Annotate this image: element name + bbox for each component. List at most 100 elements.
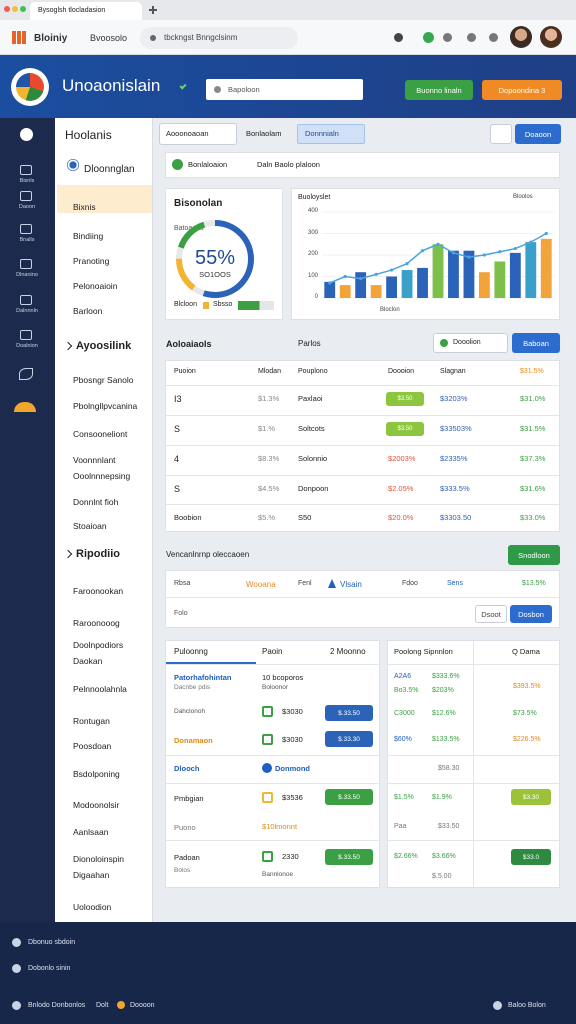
divider (166, 664, 379, 665)
sidebar-item[interactable]: Consooneliont (73, 429, 128, 439)
rail-icon (20, 165, 32, 175)
rail-label[interactable]: Bisnls (19, 178, 35, 184)
footer (0, 922, 576, 1024)
button[interactable]: Doaoon (515, 124, 561, 144)
avatar (510, 26, 532, 48)
button[interactable]: Buonno linaln (405, 80, 473, 100)
card-tab[interactable]: Paoin (262, 647, 283, 656)
value-badge[interactable]: $.33.50 (325, 705, 373, 721)
filter-field[interactable]: Sens (447, 580, 463, 587)
sidebar-item[interactable]: Dionoloinspin Digaahan (73, 854, 125, 881)
sidebar-item[interactable]: Voonnnlant Ooolnnnepsing (73, 455, 131, 482)
rail-label[interactable]: Doalnion (16, 343, 38, 349)
search-icon (214, 86, 221, 93)
summary-cell: Dacnbe pdis (174, 684, 211, 691)
sidebar-item[interactable]: Donnlnt fioh (73, 497, 119, 507)
column-header: $31.5% (520, 368, 544, 375)
table-cell: S (174, 424, 181, 434)
summary-cell: $3030 (282, 707, 303, 716)
table-cell: Soltcots (298, 424, 325, 433)
sidebar-item[interactable]: Rontugan (73, 716, 110, 726)
card-tab[interactable]: 2 Moonno (330, 647, 366, 656)
button[interactable]: Baboan (512, 333, 560, 353)
tab[interactable]: Bonlaolam (246, 129, 282, 138)
pricing-cell: $60% (394, 736, 412, 743)
value-badge[interactable]: $.33.50 (325, 849, 373, 865)
filter-field[interactable]: Fenl (298, 580, 312, 587)
footer-link[interactable]: Dobonlo sinin (28, 965, 71, 972)
rail-label[interactable]: Dalnnnln (16, 308, 38, 314)
sidebar-item[interactable]: Pranoting (73, 256, 110, 266)
sidebar-item[interactable]: Faroonookan (73, 586, 124, 596)
sidebar-item[interactable]: Bindiing (73, 231, 104, 241)
rail-label[interactable]: Dlnanino (16, 272, 38, 278)
search-placeholder: Bapoloon (228, 85, 260, 94)
footer-link[interactable]: Dbonuo sbdoin (28, 939, 76, 946)
sidebar-item[interactable]: Barloon (73, 306, 103, 316)
filter-field[interactable]: $13.5% (522, 580, 546, 587)
dropdown[interactable] (433, 333, 508, 353)
rail-label[interactable]: Daoon (18, 204, 36, 210)
sidebar-item[interactable]: Aanlsaan (73, 827, 109, 837)
footer-icon (12, 964, 21, 973)
status-badge[interactable]: $3.50 (386, 392, 424, 406)
sidebar-item[interactable]: Stoaioan (73, 521, 107, 531)
filter-field[interactable]: Rbsa (174, 580, 191, 587)
sidebar-item[interactable]: Pelonoaioin (73, 281, 118, 291)
row-divider (166, 445, 559, 446)
pricing-cell: $1.9% (432, 794, 452, 801)
button[interactable]: Dopoondina 3 (482, 80, 562, 100)
rail-label[interactable]: Bnalls (19, 237, 35, 243)
button[interactable]: Snodloon (508, 545, 560, 565)
sidebar-item[interactable]: Pbosngr Sanolo (73, 375, 134, 385)
sidebar-item[interactable]: Bsdolponing (73, 769, 120, 779)
button[interactable]: Dosbon (510, 605, 552, 623)
sidebar-item[interactable]: Bixnis (73, 202, 96, 212)
row-divider (166, 475, 559, 476)
tab-underline (166, 662, 256, 664)
sidebar-item[interactable]: Doolnpodiors Daokan (73, 640, 124, 667)
address-field[interactable] (140, 27, 298, 49)
table-cell: I3 (174, 394, 182, 404)
ext-icon (443, 33, 452, 42)
sidebar-item[interactable]: Pbolngllpvcanina (73, 401, 138, 411)
tab[interactable]: Donnnialn (305, 129, 339, 138)
section-tab[interactable]: Parlos (298, 339, 321, 348)
table-cell: $4.5% (258, 484, 280, 493)
value-badge[interactable]: $3.30 (511, 789, 551, 805)
filter-field[interactable]: Vlsain (340, 580, 362, 589)
refresh-button[interactable] (490, 124, 512, 144)
notice-bar (165, 152, 560, 178)
value-badge[interactable]: $33.0 (511, 849, 551, 865)
sidebar-item[interactable]: Pelnnoolahnla (73, 684, 127, 694)
sidebar-item[interactable]: Modoonolsir (73, 800, 120, 810)
rail-icon (20, 128, 33, 141)
table-cell: $33.0% (520, 513, 546, 522)
status-badge[interactable]: $3.50 (386, 422, 424, 436)
ext-icon (467, 33, 476, 42)
card-tab[interactable]: Puloonng (174, 647, 208, 656)
sidebar-item[interactable]: Poosdoan (73, 741, 112, 751)
gauge-value: 55% (194, 247, 236, 269)
button[interactable]: Dsoot (475, 605, 507, 623)
nav-link[interactable]: Bvoosolo (90, 33, 128, 43)
filter-field[interactable]: Wooana (246, 580, 276, 589)
summary-cell: Boloonor (262, 684, 289, 691)
new-tab-icon (152, 5, 154, 14)
divider (166, 597, 559, 598)
sidebar-item[interactable]: Dloonnglan (84, 164, 135, 175)
status-text: Doooon (130, 1002, 155, 1009)
divider (388, 840, 559, 841)
card-tab[interactable]: Poolong Sipnnlon (394, 647, 453, 656)
filter-field[interactable]: Fdoo (402, 580, 418, 587)
dropdown[interactable] (159, 123, 237, 145)
divider (166, 755, 379, 756)
value-badge[interactable]: $.33.30 (325, 731, 373, 747)
search-box[interactable] (206, 79, 363, 100)
card-tab[interactable]: Q Dama (512, 647, 540, 656)
value-badge[interactable]: $.33.50 (325, 789, 373, 805)
ext-icon (489, 33, 498, 42)
gauge-card (165, 188, 283, 320)
sidebar-item[interactable]: Uoloodion (73, 902, 112, 912)
sidebar-item[interactable]: Raroonooog (73, 618, 120, 628)
